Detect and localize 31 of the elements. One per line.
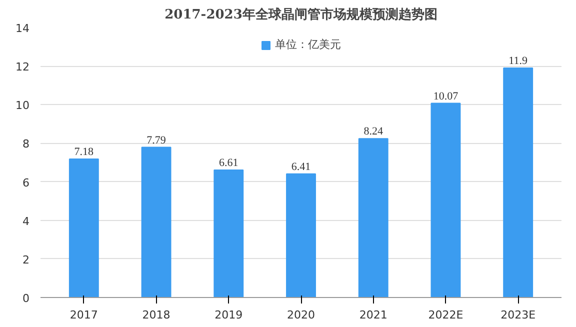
x-tick-label: 2022E — [428, 308, 464, 322]
bar — [141, 146, 172, 298]
y-tick-label: 0 — [22, 292, 30, 305]
data-label: 11.9 — [508, 55, 528, 67]
x-tick-label: 2019 — [214, 308, 243, 322]
x-tick-label: 2020 — [287, 308, 316, 322]
x-tick-label: 2018 — [142, 308, 170, 322]
chart-title: 2017-2023年全球晶闸管市场规模预测趋势图 — [164, 6, 438, 22]
bar — [430, 102, 461, 298]
y-tick-label: 8 — [22, 138, 30, 151]
bar — [286, 173, 316, 298]
data-label: 6.41 — [291, 160, 311, 173]
y-tick-label: 10 — [16, 99, 30, 112]
y-tick-label: 14 — [16, 22, 30, 35]
data-label: 10.07 — [433, 90, 459, 102]
data-label: 8.24 — [364, 126, 384, 138]
y-tick-label: 12 — [16, 60, 30, 74]
bar — [214, 170, 244, 298]
bar — [503, 68, 534, 298]
data-label: 6.61 — [219, 157, 238, 170]
x-tick-label: 2021 — [359, 308, 388, 322]
data-label: 7.79 — [146, 134, 166, 146]
x-tick-label: 2023E — [500, 308, 536, 322]
bar — [68, 158, 99, 298]
y-tick-label: 2 — [22, 253, 30, 266]
legend-label: 单位：亿美元 — [275, 38, 341, 52]
y-tick-label: 4 — [22, 214, 30, 228]
data-label: 7.18 — [74, 146, 94, 158]
x-tick-label: 2017 — [70, 308, 98, 322]
y-tick-label: 6 — [22, 176, 30, 190]
bar — [358, 138, 388, 298]
